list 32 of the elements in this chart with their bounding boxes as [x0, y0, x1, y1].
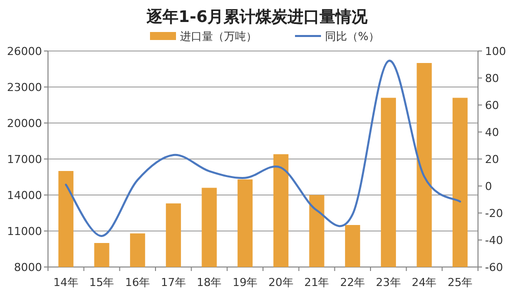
y2-tick-label: 60: [485, 99, 499, 112]
x-tick-label: 22年: [340, 276, 366, 289]
y-tick-label: 11000: [7, 225, 42, 238]
y-tick-label: 17000: [7, 153, 42, 166]
x-tick-label: 16年: [125, 276, 150, 289]
x-tick-label: 23年: [376, 276, 401, 289]
x-tick-label: 19年: [232, 276, 258, 289]
y2-tick-label: -40: [485, 234, 503, 247]
y2-tick-label: -20: [485, 207, 503, 220]
chart-title: 逐年1-6月累计煤炭进口量情况: [146, 7, 368, 26]
y2-tick-label: 20: [485, 153, 499, 166]
x-tick-label: 20年: [268, 276, 294, 289]
x-tick-label: 25年: [448, 276, 473, 289]
x-tick-label: 15年: [89, 276, 114, 289]
legend-label: 同比（%）: [325, 30, 380, 43]
x-tick-label: 14年: [53, 276, 78, 289]
x-tick-label: 17年: [160, 276, 186, 289]
y2-tick-label: 100: [485, 45, 506, 58]
y2-tick-label: -60: [485, 261, 503, 274]
x-tick-label: 24年: [412, 276, 437, 289]
x-tick-label: 18年: [196, 276, 222, 289]
legend-label: 进口量（万吨）: [180, 30, 257, 43]
y-tick-label: 23000: [7, 81, 42, 94]
y-tick-label: 8000: [14, 261, 42, 274]
y-tick-label: 14000: [7, 189, 42, 202]
y2-tick-label: 40: [485, 126, 499, 139]
y-tick-label: 20000: [7, 117, 42, 130]
y2-tick-label: 0: [485, 180, 492, 193]
line-series: [64, 60, 462, 237]
y2-tick-label: 80: [485, 72, 499, 85]
x-tick-label: 21年: [304, 276, 330, 289]
y-tick-label: 26000: [7, 45, 42, 58]
